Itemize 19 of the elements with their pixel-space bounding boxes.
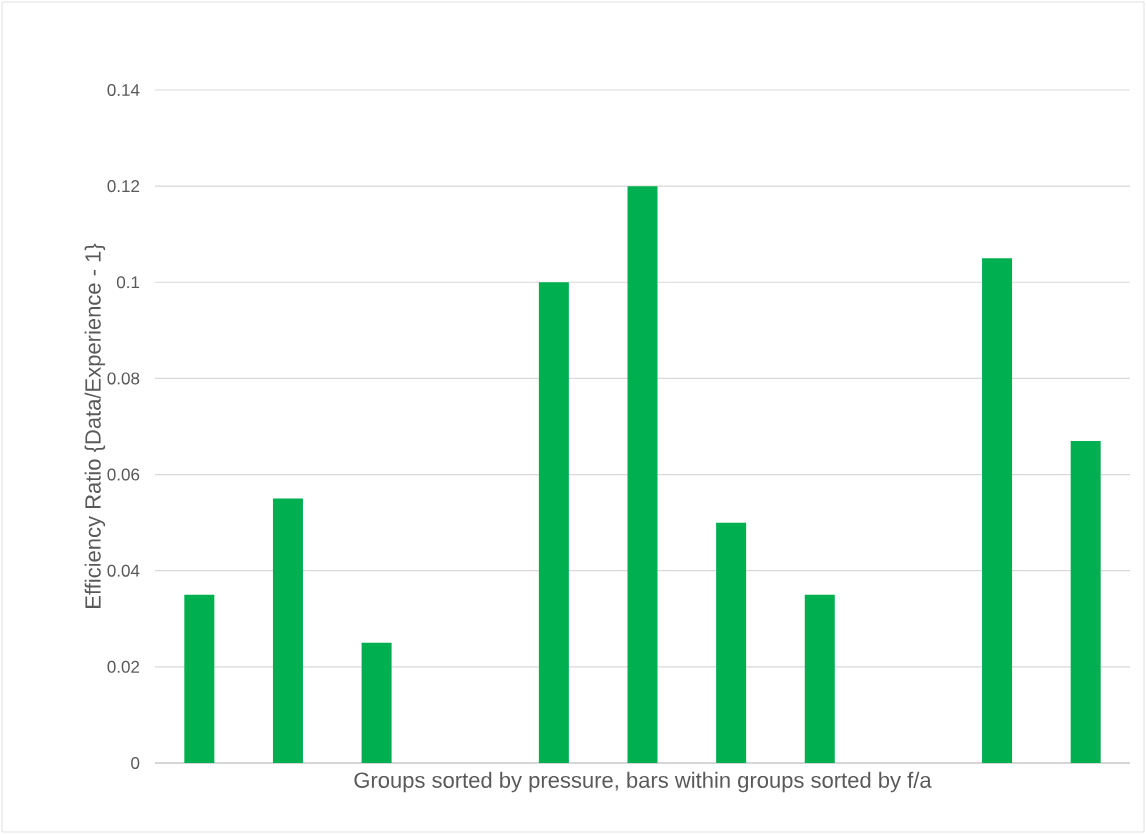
bar [361, 642, 392, 763]
bar [804, 594, 835, 763]
bar [272, 498, 303, 763]
y-tick-label: 0.1 [116, 276, 140, 289]
y-tick-label: 0.14 [107, 83, 140, 96]
y-tick-label: 0.06 [107, 468, 140, 481]
y-tick-label: 0.02 [107, 660, 140, 673]
y-tick-label: 0.04 [107, 564, 140, 577]
y-axis-title: Efficiency Ratio {Data/Experience - 1} [84, 243, 106, 608]
x-axis-title: Groups sorted by pressure, bars within groups sorted by f/a [354, 771, 932, 793]
bar [184, 594, 215, 763]
bar [1070, 440, 1101, 763]
y-tick-label: 0 [131, 756, 140, 769]
bar [627, 186, 658, 763]
bar [982, 258, 1013, 763]
bar [538, 282, 569, 763]
y-tick-label: 0.12 [107, 180, 140, 193]
bar [716, 522, 747, 763]
y-tick-label: 0.08 [107, 372, 140, 385]
